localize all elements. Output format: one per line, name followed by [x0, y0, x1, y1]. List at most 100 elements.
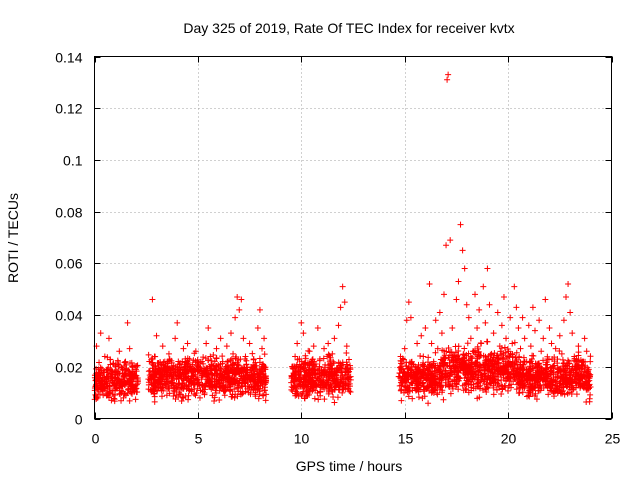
data-point — [422, 325, 429, 331]
data-point — [405, 299, 412, 306]
x-tick-label: 5 — [195, 431, 203, 447]
data-point — [443, 242, 450, 249]
data-point — [122, 358, 129, 365]
data-point — [469, 354, 476, 361]
data-point — [507, 314, 514, 321]
data-point — [150, 386, 157, 393]
data-point — [236, 369, 243, 376]
data-point — [228, 356, 235, 363]
data-point — [547, 380, 554, 387]
data-point — [484, 338, 491, 345]
data-point — [487, 358, 494, 365]
data-point — [99, 378, 106, 385]
data-point — [445, 383, 452, 390]
data-point — [96, 391, 103, 398]
x-axis-label: GPS time / hours — [296, 458, 403, 474]
data-point — [194, 379, 201, 386]
data-point — [587, 353, 594, 360]
data-point — [150, 362, 157, 369]
data-point — [482, 359, 489, 366]
data-point — [216, 396, 223, 403]
data-point — [460, 358, 467, 365]
data-point — [321, 345, 328, 352]
data-point — [110, 395, 117, 402]
data-point — [411, 376, 418, 383]
data-point — [344, 385, 351, 392]
data-point — [243, 361, 250, 368]
data-point — [232, 314, 239, 321]
data-point — [178, 384, 185, 391]
data-point — [399, 360, 406, 367]
data-point — [312, 366, 319, 373]
data-point — [296, 375, 303, 382]
data-point — [476, 385, 483, 392]
data-point — [540, 357, 547, 364]
data-point — [460, 387, 467, 394]
data-point — [405, 384, 412, 391]
data-point — [341, 299, 348, 306]
data-point — [233, 353, 240, 360]
data-point — [94, 385, 101, 392]
data-point — [487, 368, 494, 375]
data-point — [302, 352, 309, 359]
data-point — [568, 379, 575, 386]
data-point — [573, 391, 580, 398]
data-point — [128, 359, 135, 366]
data-point — [403, 317, 410, 324]
data-point — [516, 353, 523, 360]
data-point — [556, 347, 563, 354]
data-point — [485, 372, 492, 379]
data-point — [411, 371, 418, 378]
data-point — [482, 319, 489, 326]
data-point — [520, 361, 527, 368]
data-point — [540, 335, 547, 342]
data-point — [237, 391, 244, 398]
data-point — [345, 374, 352, 381]
data-point — [464, 340, 471, 347]
data-point — [575, 349, 582, 356]
tick-labels: 0 0.02 0.04 0.06 0.08 0.1 0.12 0.14 0 5 10 15 20 25 — [55, 50, 620, 447]
data-point — [572, 376, 579, 383]
data-point — [234, 293, 241, 300]
data-point — [505, 348, 512, 355]
data-point — [151, 353, 158, 360]
data-point — [463, 385, 470, 392]
data-point — [213, 355, 220, 362]
data-point — [335, 386, 342, 393]
data-point — [446, 384, 453, 391]
data-point — [253, 362, 260, 369]
data-point — [465, 375, 472, 382]
data-point — [114, 376, 121, 383]
data-point — [408, 379, 415, 386]
data-point — [534, 371, 541, 378]
data-point — [548, 340, 555, 347]
data-point — [126, 397, 133, 404]
data-point — [173, 392, 180, 399]
data-point — [415, 386, 422, 393]
data-point — [424, 366, 431, 373]
data-point — [114, 368, 121, 375]
data-point — [246, 340, 253, 347]
data-point — [587, 358, 594, 365]
data-point — [484, 265, 491, 272]
data-point — [258, 363, 265, 370]
data-point — [461, 362, 468, 369]
data-point — [315, 396, 322, 403]
data-point — [540, 374, 547, 381]
data-point — [505, 361, 512, 368]
data-point — [166, 365, 173, 372]
data-point — [234, 393, 241, 400]
data-point — [547, 369, 554, 376]
data-point — [420, 353, 427, 360]
data-point — [425, 354, 432, 361]
data-point — [224, 363, 231, 370]
x-tick-label: 25 — [605, 431, 621, 447]
data-point — [579, 380, 586, 387]
data-point — [294, 340, 301, 347]
data-point — [242, 353, 249, 360]
data-point — [250, 356, 257, 363]
data-point — [300, 378, 307, 385]
data-point — [151, 398, 158, 405]
data-point — [254, 325, 261, 331]
